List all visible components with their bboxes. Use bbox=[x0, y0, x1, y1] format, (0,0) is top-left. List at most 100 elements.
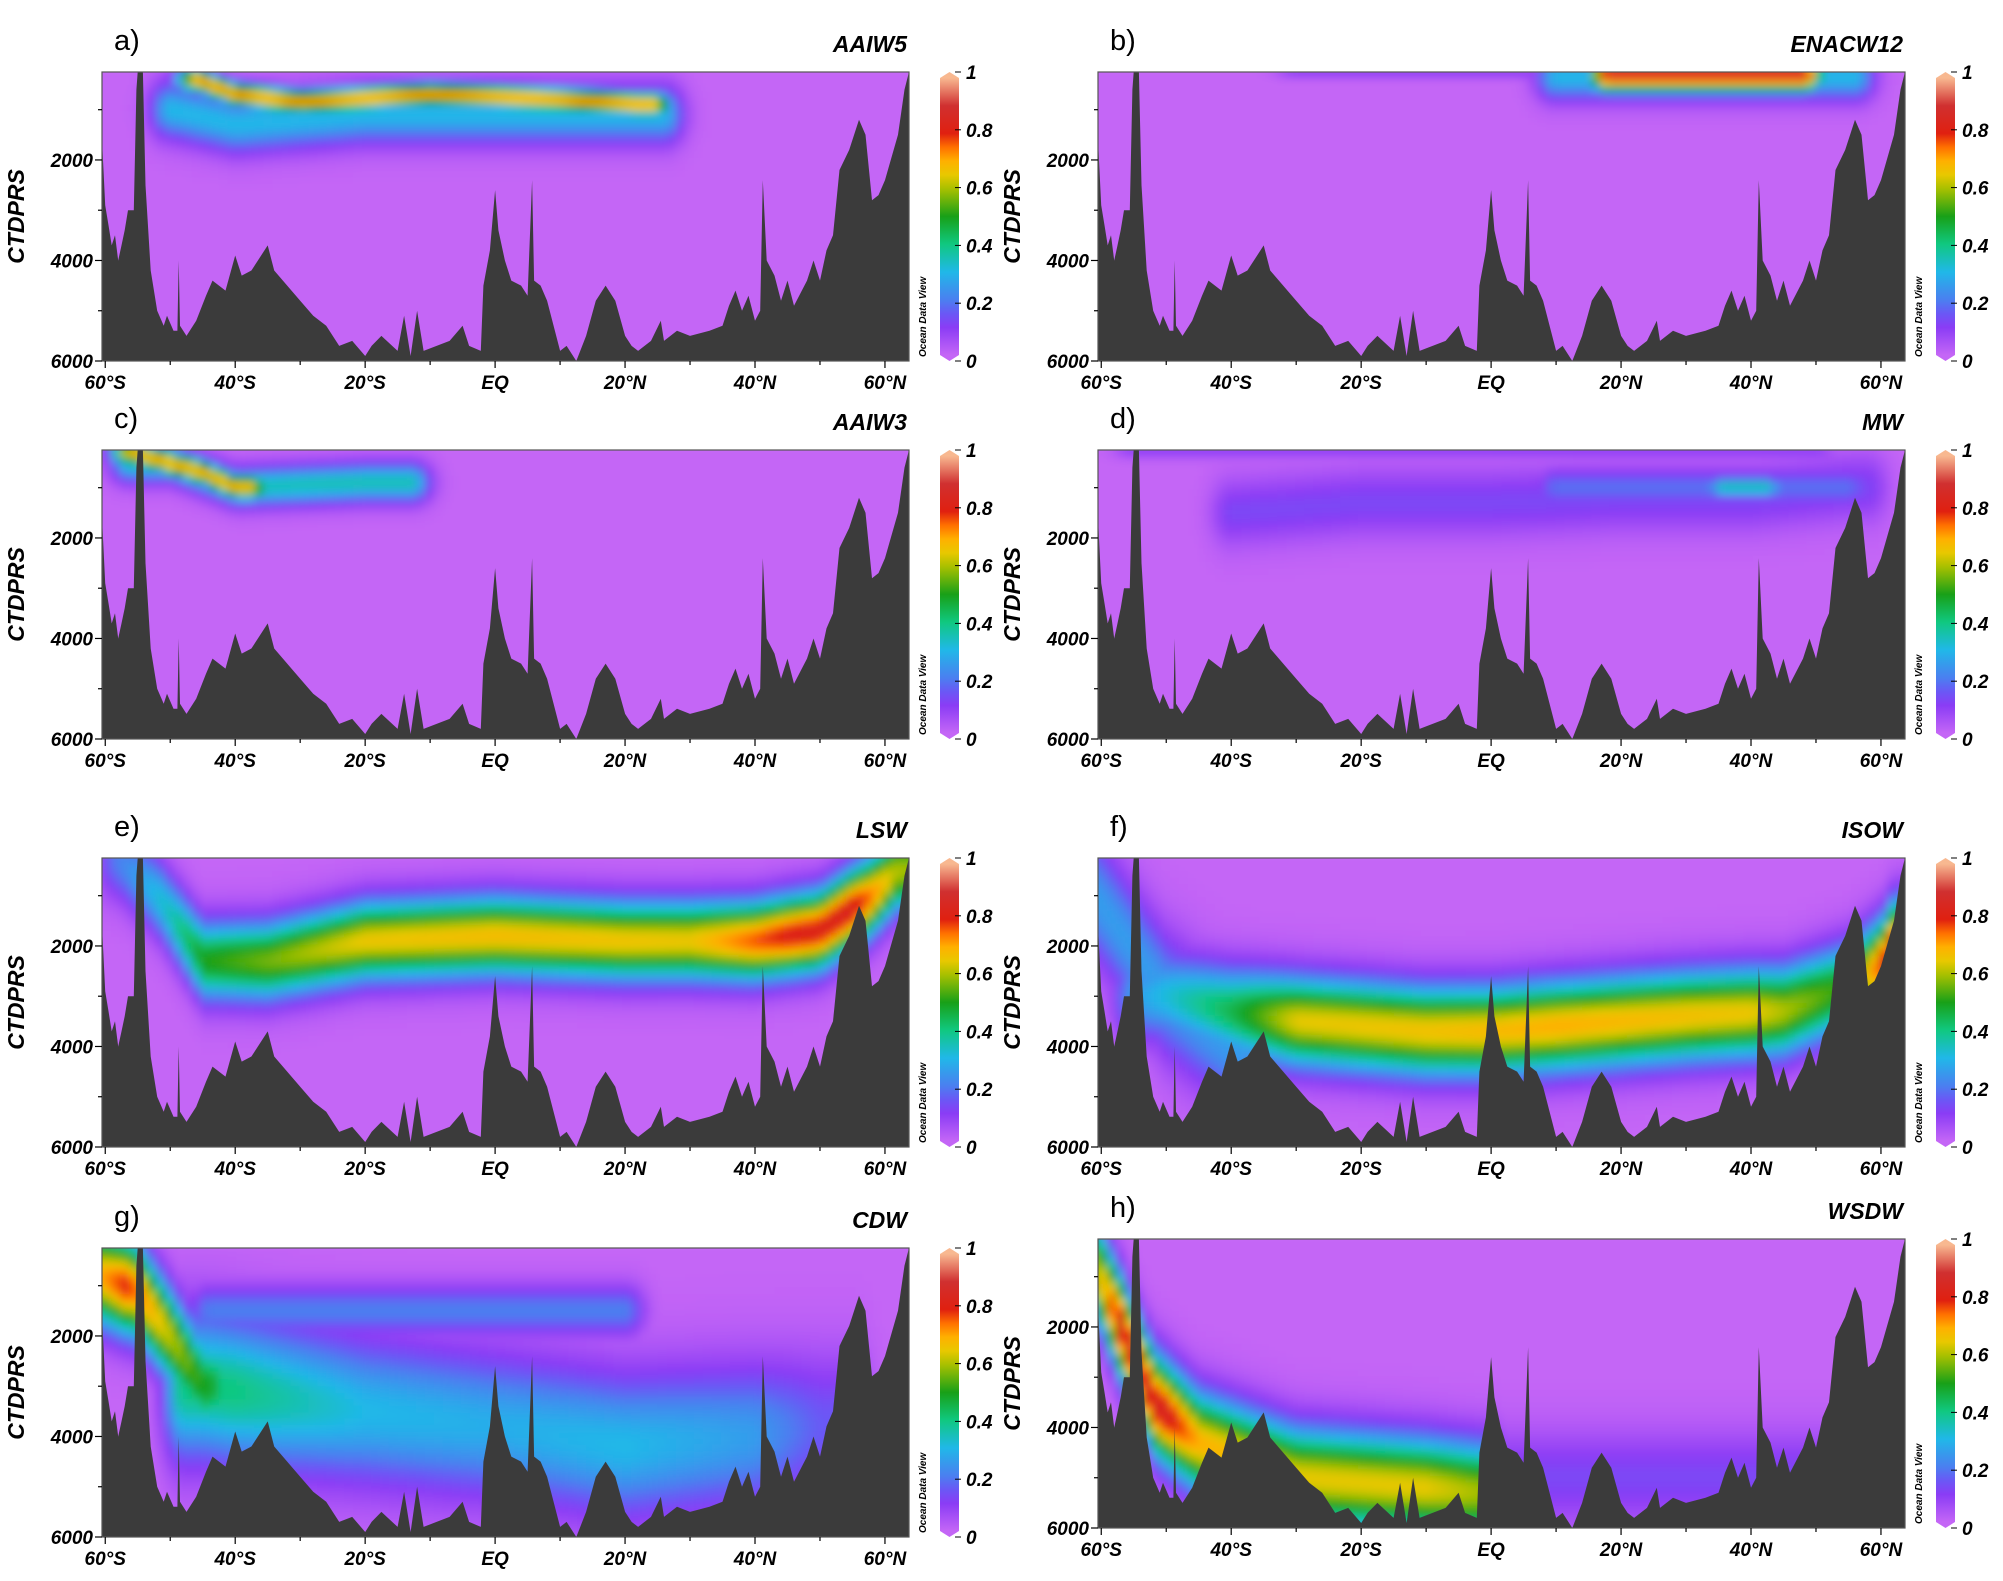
y-tick-label: 6000 bbox=[51, 352, 94, 373]
heatmap-cell bbox=[299, 216, 309, 224]
heatmap-cell bbox=[469, 328, 480, 336]
heatmap-cell bbox=[281, 203, 291, 211]
heatmap-cell bbox=[120, 361, 130, 368]
heatmap-cell bbox=[380, 282, 390, 290]
heatmap-cell bbox=[595, 223, 605, 231]
heatmap-cell bbox=[344, 288, 354, 296]
heatmap-cell bbox=[254, 196, 264, 204]
heatmap-cell bbox=[514, 157, 525, 165]
heatmap-cell bbox=[397, 157, 408, 165]
heatmap-cell bbox=[1223, 91, 1234, 99]
heatmap-cell bbox=[550, 104, 560, 112]
heatmap-cell bbox=[801, 203, 811, 211]
heatmap-cell bbox=[1098, 177, 1108, 185]
heatmap-cell bbox=[442, 229, 453, 237]
heatmap-cell bbox=[792, 216, 802, 224]
heatmap-cell bbox=[720, 209, 731, 218]
heatmap-cell bbox=[263, 242, 273, 250]
heatmap-cell bbox=[756, 242, 767, 250]
heatmap-cell bbox=[568, 157, 578, 165]
heatmap-cell bbox=[191, 216, 202, 224]
heatmap-cell bbox=[164, 131, 175, 139]
heatmap-cell bbox=[299, 242, 309, 250]
heatmap-cell bbox=[174, 361, 184, 368]
heatmap-cell bbox=[155, 131, 166, 139]
heatmap-cell bbox=[191, 282, 202, 290]
heatmap-cell bbox=[460, 144, 471, 152]
heatmap-cell bbox=[1187, 111, 1198, 119]
heatmap-cell bbox=[200, 190, 211, 198]
heatmap-cell bbox=[1151, 308, 1162, 316]
heatmap-cell bbox=[738, 223, 749, 231]
heatmap-cell bbox=[308, 111, 318, 119]
heatmap-cell bbox=[1115, 144, 1126, 152]
heatmap-cell bbox=[155, 308, 166, 316]
heatmap-cell bbox=[532, 275, 542, 283]
heatmap-cell bbox=[568, 236, 578, 244]
heatmap-cell bbox=[568, 255, 578, 264]
heatmap-cell bbox=[909, 79, 919, 86]
heatmap-cell bbox=[469, 124, 480, 132]
heatmap-cell bbox=[801, 137, 811, 145]
heatmap-cell bbox=[702, 157, 713, 165]
heatmap-cell bbox=[317, 255, 327, 264]
heatmap-cell bbox=[218, 131, 229, 139]
heatmap-cell bbox=[209, 170, 220, 178]
heatmap-cell bbox=[837, 104, 847, 112]
heatmap-cell bbox=[173, 236, 184, 244]
heatmap-cell bbox=[1160, 137, 1171, 145]
heatmap-cell bbox=[219, 361, 229, 368]
heatmap-cell bbox=[550, 236, 560, 244]
heatmap-cell bbox=[738, 196, 749, 204]
heatmap-cell bbox=[810, 177, 820, 185]
heatmap-cell bbox=[1179, 361, 1189, 368]
heatmap-cell bbox=[451, 72, 462, 80]
heatmap-cell bbox=[245, 216, 256, 224]
heatmap-cell bbox=[541, 137, 551, 145]
heatmap-cell bbox=[873, 177, 883, 185]
heatmap-cell bbox=[1098, 203, 1108, 211]
heatmap-cell bbox=[209, 124, 220, 132]
heatmap-cell bbox=[128, 157, 139, 165]
heatmap-cell bbox=[631, 183, 641, 191]
heatmap-cell bbox=[281, 275, 291, 283]
heatmap-cell bbox=[657, 308, 668, 316]
heatmap-cell bbox=[102, 131, 112, 139]
heatmap-cell bbox=[720, 262, 731, 270]
heatmap-cell bbox=[496, 98, 507, 106]
heatmap-cell bbox=[1187, 104, 1198, 112]
heatmap-cell bbox=[550, 275, 560, 283]
heatmap-cell bbox=[209, 131, 220, 139]
heatmap-cell bbox=[792, 118, 802, 126]
heatmap-cell bbox=[254, 249, 264, 257]
heatmap-cell bbox=[523, 236, 533, 244]
heatmap-cell bbox=[702, 85, 713, 93]
heatmap-cell bbox=[111, 190, 121, 198]
heatmap-cell bbox=[720, 144, 731, 152]
heatmap-cell bbox=[353, 131, 363, 139]
heatmap-cell bbox=[550, 144, 560, 152]
heatmap-cell bbox=[873, 98, 883, 106]
heatmap-cell bbox=[218, 111, 229, 119]
heatmap-cell bbox=[397, 269, 408, 277]
heatmap-cell bbox=[577, 78, 587, 86]
heatmap-cell bbox=[613, 242, 623, 250]
heatmap-cell bbox=[541, 269, 551, 277]
heatmap-cell bbox=[738, 170, 749, 178]
heatmap-cell bbox=[460, 131, 471, 139]
heatmap-cell bbox=[711, 308, 722, 316]
heatmap-cell bbox=[1223, 203, 1234, 211]
heatmap-cell bbox=[1187, 216, 1198, 224]
heatmap-cell bbox=[568, 321, 578, 329]
heatmap-cell bbox=[819, 91, 829, 99]
heatmap-cell bbox=[245, 255, 256, 264]
heatmap-cell bbox=[424, 282, 435, 290]
heatmap-cell bbox=[819, 78, 829, 86]
heatmap-cell bbox=[1169, 203, 1180, 211]
heatmap-cell bbox=[371, 275, 381, 283]
heatmap-cell bbox=[182, 275, 193, 283]
heatmap-cell bbox=[1151, 229, 1162, 237]
heatmap-cell bbox=[442, 315, 453, 323]
heatmap-cell bbox=[263, 104, 273, 112]
heatmap-cell bbox=[209, 164, 220, 172]
